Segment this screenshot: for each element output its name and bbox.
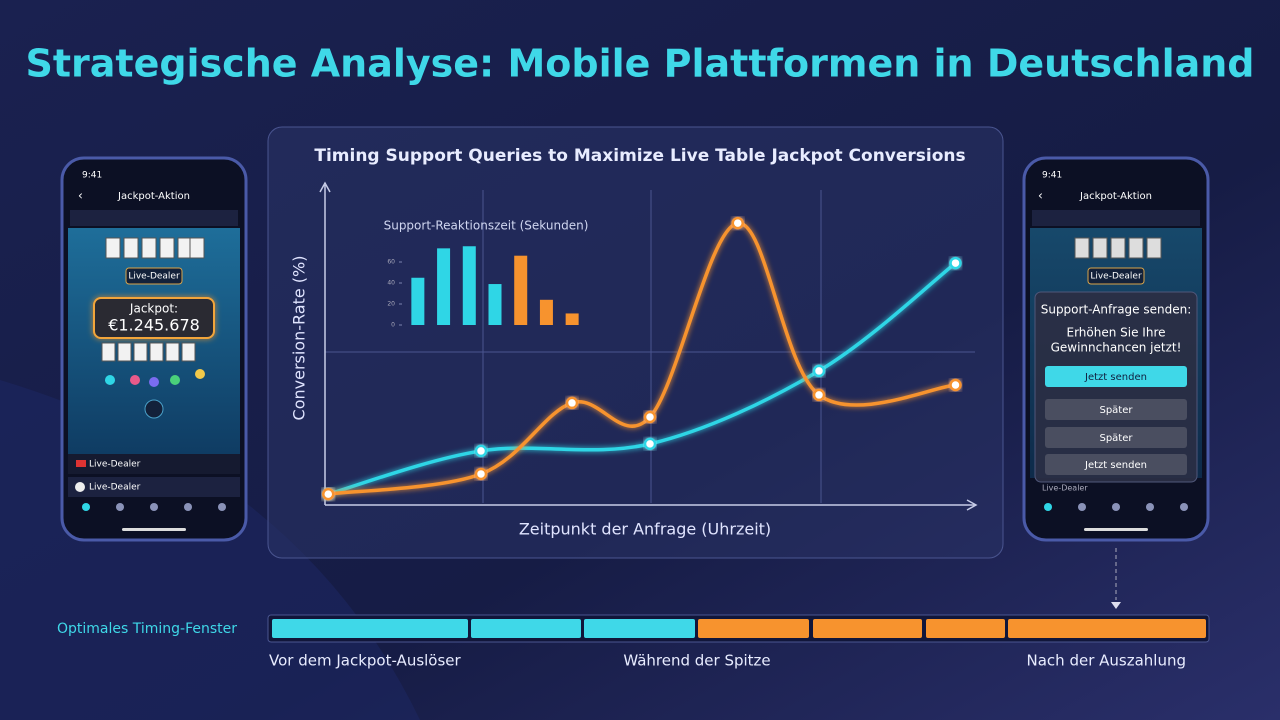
- cards: [105, 237, 205, 259]
- chip: [125, 267, 183, 285]
- point: [812, 388, 826, 402]
- point: [812, 364, 826, 378]
- jackpot-value: €1.245.678: [108, 316, 200, 335]
- inset-title: Support-Reaktionszeit (Sekunden): [384, 219, 589, 233]
- left-phone: 9:41 ‹ Jackpot-Aktion Live-Dealer Jackpo…: [60, 156, 248, 542]
- jackpot-label: Jackpot:: [129, 302, 178, 316]
- timing-segments: [272, 619, 1206, 638]
- point: [322, 487, 335, 501]
- page-title: Strategische Analyse: Mobile Plattformen…: [25, 42, 1254, 86]
- tab-bar: [1032, 210, 1200, 226]
- list-row: [68, 454, 240, 474]
- chart-panel: [267, 126, 1004, 559]
- cards: [101, 342, 196, 362]
- row-text: Live-Dealer: [89, 460, 141, 470]
- timing-label: Optimales Timing-Fenster: [57, 621, 237, 637]
- header: Jackpot-Aktion: [1079, 191, 1152, 202]
- row-text: Live-Dealer: [89, 483, 141, 493]
- phase-label: Nach der Auszahlung: [1027, 652, 1186, 670]
- status-time: 9:41: [82, 171, 102, 181]
- bet-button[interactable]: [144, 399, 164, 419]
- bar: [411, 277, 425, 325]
- flag: [76, 460, 86, 467]
- point: [565, 396, 579, 410]
- nav-bar[interactable]: [1044, 503, 1188, 511]
- x-arrow: [966, 499, 978, 511]
- dialog-text: Erhöhen Sie Ihre: [1066, 326, 1165, 340]
- jackpot-box: [93, 297, 215, 339]
- tab-bar: [70, 210, 238, 226]
- right-phone: 9:41 ‹ Jackpot-Aktion Live-Dealer Suppor…: [1022, 156, 1210, 542]
- bar: [514, 255, 528, 325]
- point: [474, 444, 488, 458]
- header: Jackpot-Aktion: [117, 191, 190, 202]
- chart-title: Timing Support Queries to Maximize Live …: [314, 146, 965, 166]
- home-indicator: [122, 528, 186, 531]
- chip-text: Live-Dealer: [128, 272, 180, 282]
- button-text: Später: [1099, 405, 1133, 416]
- button[interactable]: [1045, 454, 1187, 475]
- poker-chips: [105, 369, 205, 387]
- point: [949, 256, 962, 270]
- button[interactable]: [1045, 399, 1187, 420]
- button-text: Später: [1099, 433, 1133, 444]
- dialog-title: Support-Anfrage senden:: [1041, 303, 1192, 317]
- button-text: Jetzt senden: [1084, 372, 1147, 383]
- row-icon: [75, 482, 85, 492]
- y-tick-label: 60: [387, 259, 395, 266]
- dialog-text: Gewinnchancen jetzt!: [1051, 341, 1182, 355]
- home-indicator: [1084, 528, 1148, 531]
- phase-label: Während der Spitze: [623, 652, 770, 670]
- bar: [539, 299, 553, 325]
- chip: [1087, 267, 1145, 285]
- button[interactable]: [1045, 427, 1187, 448]
- point: [643, 410, 657, 424]
- row-text: Live-Dealer: [1042, 484, 1088, 493]
- point: [731, 216, 744, 230]
- nav-bar[interactable]: [82, 503, 226, 511]
- point: [474, 467, 488, 481]
- y-tick-label: 0: [391, 322, 395, 329]
- bar: [437, 248, 451, 325]
- point: [643, 437, 657, 451]
- chip-text: Live-Dealer: [1090, 272, 1142, 282]
- status-time: 9:41: [1042, 171, 1062, 181]
- x-axis-label: Zeitpunkt der Anfrage (Uhrzeit): [519, 520, 771, 539]
- bar: [565, 313, 579, 325]
- cards: [1074, 237, 1162, 259]
- phase-label: Vor dem Jackpot-Auslöser: [269, 652, 462, 670]
- bar: [462, 246, 476, 325]
- list-row[interactable]: [68, 477, 240, 497]
- y-axis-label: Conversion-Rate (%): [290, 256, 309, 421]
- point: [949, 378, 962, 392]
- connector-arrow: [1111, 602, 1121, 609]
- button[interactable]: [1045, 366, 1187, 387]
- bar: [488, 284, 502, 325]
- back-icon[interactable]: ‹: [78, 189, 83, 203]
- back-icon[interactable]: ‹: [1038, 189, 1043, 203]
- y-arrow: [319, 181, 331, 193]
- y-tick-label: 40: [387, 280, 395, 287]
- y-tick-label: 20: [387, 301, 395, 308]
- table-felt: [68, 228, 240, 454]
- button-text: Jetzt senden: [1084, 460, 1147, 471]
